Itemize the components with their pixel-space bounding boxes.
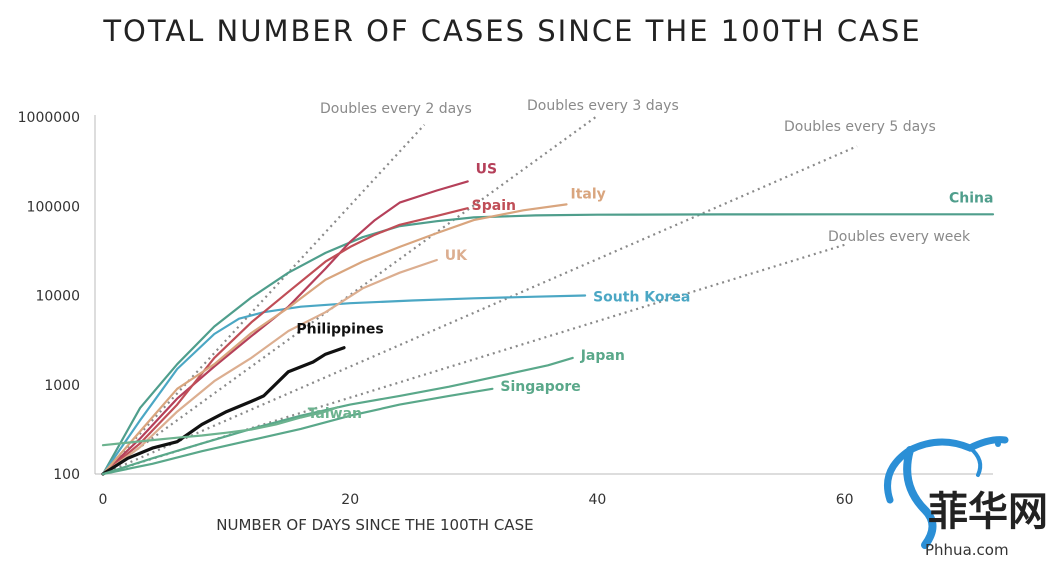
series-line [101,203,568,476]
series-label: Italy [571,186,606,202]
series-label: Spain [472,198,516,214]
y-tick-label: 100000 [27,199,80,215]
series-label: South Korea [593,290,690,306]
watermark-url: Phhua.com [925,541,1009,559]
x-axis-label: NUMBER OF DAYS SINCE THE 100TH CASE [216,516,533,534]
y-tick-label: 1000 [44,378,80,394]
series-label: UK [445,248,468,264]
series-label: Singapore [500,379,580,395]
series-label: Taiwan [308,406,362,422]
x-tick-label: 0 [99,492,108,508]
y-tick-label: 100 [53,467,80,483]
reference-line-label: Doubles every week [828,229,971,245]
doubling-reference-line [102,145,858,476]
reference-line-label: Doubles every 3 days [527,98,679,114]
x-tick-label: 40 [589,492,607,508]
series-line [101,258,438,476]
reference-line-label: Doubles every 5 days [784,119,936,135]
series-line [101,180,469,476]
series-label: US [476,161,497,177]
series-line [101,207,469,476]
x-tick-label: 60 [836,492,854,508]
dragon-logo-icon: 菲华网 [884,436,1048,549]
series-label: Japan [580,348,625,364]
series-label: China [949,190,993,206]
series-line [101,346,346,476]
y-tick-label: 1000000 [18,110,80,126]
watermark-text: 菲华网 [928,488,1048,535]
x-tick-label: 20 [341,492,359,508]
series-line [101,406,339,447]
series-line [101,356,574,476]
doubling-reference-line [102,123,426,475]
series-label: Philippines [296,322,383,338]
y-tick-label: 10000 [35,289,80,305]
chart-title: TOTAL NUMBER OF CASES SINCE THE 100TH CA… [103,14,922,48]
series-line [101,387,494,476]
reference-line-label: Doubles every 2 days [320,101,472,117]
series-line [101,294,587,476]
